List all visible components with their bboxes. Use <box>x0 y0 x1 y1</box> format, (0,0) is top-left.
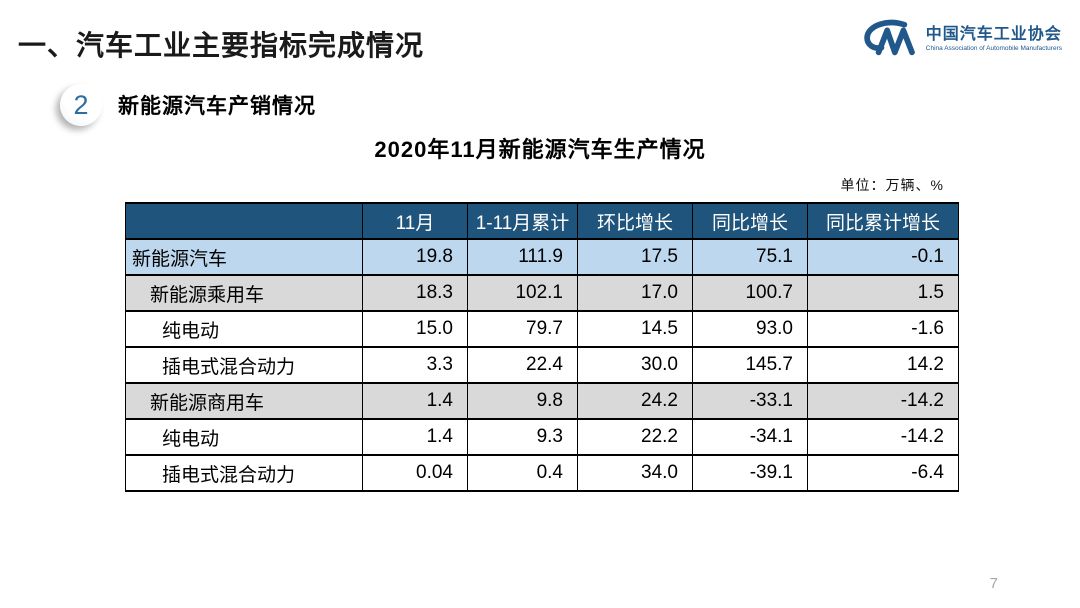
table-row: 插电式混合动力 0.04 0.4 34.0 -39.1 -6.4 <box>125 454 959 492</box>
cell-value: -14.2 <box>807 418 959 456</box>
cell-value: -39.1 <box>692 454 808 492</box>
page-title: 一、汽车工业主要指标完成情况 <box>18 30 425 61</box>
unit-note: 单位：万辆、% <box>840 177 944 193</box>
row-label: 新能源汽车 <box>125 238 363 276</box>
caam-logo: 中国汽车工业协会 China Association of Automobile… <box>862 18 1062 60</box>
table-row: 新能源乘用车 18.3 102.1 17.0 100.7 1.5 <box>125 274 959 312</box>
cell-value: 145.7 <box>692 346 808 384</box>
cell-value: 102.1 <box>467 274 578 312</box>
column-header: 11月 <box>362 202 468 240</box>
cell-value: 1.4 <box>362 418 468 456</box>
section-marker: 2 新能源汽车产销情况 <box>60 84 316 126</box>
section-label: 新能源汽车产销情况 <box>118 95 316 118</box>
row-label: 新能源商用车 <box>125 382 363 420</box>
row-label: 插电式混合动力 <box>125 454 363 492</box>
cell-value: 14.5 <box>577 310 693 348</box>
table-row: 纯电动 15.0 79.7 14.5 93.0 -1.6 <box>125 310 959 348</box>
cell-value: 30.0 <box>577 346 693 384</box>
section-number-badge: 2 <box>60 84 102 126</box>
cell-value: 0.4 <box>467 454 578 492</box>
cell-value: 9.3 <box>467 418 578 456</box>
cell-value: 22.2 <box>577 418 693 456</box>
row-label: 新能源乘用车 <box>125 274 363 312</box>
cell-value: 22.4 <box>467 346 578 384</box>
column-header <box>125 202 363 240</box>
cell-value: 3.3 <box>362 346 468 384</box>
table-row: 纯电动 1.4 9.3 22.2 -34.1 -14.2 <box>125 418 959 456</box>
logo-name-en: China Association of Automobile Manufact… <box>925 45 1062 53</box>
cell-value: 111.9 <box>467 238 578 276</box>
column-header: 1-11月累计 <box>467 202 578 240</box>
table-row: 插电式混合动力 3.3 22.4 30.0 145.7 14.2 <box>125 346 959 384</box>
cell-value: 100.7 <box>692 274 808 312</box>
cell-value: -1.6 <box>807 310 959 348</box>
page-number: 7 <box>989 575 998 592</box>
cell-value: -14.2 <box>807 382 959 420</box>
nev-production-table: 11月 1-11月累计 环比增长 同比增长 同比累计增长 新能源汽车 19.8 … <box>125 202 959 492</box>
cell-value: 19.8 <box>362 238 468 276</box>
row-label: 纯电动 <box>125 418 363 456</box>
logo-name-cn: 中国汽车工业协会 <box>925 25 1062 43</box>
cell-value: 15.0 <box>362 310 468 348</box>
cell-value: 93.0 <box>692 310 808 348</box>
cell-value: 17.5 <box>577 238 693 276</box>
table-row: 新能源商用车 1.4 9.8 24.2 -33.1 -14.2 <box>125 382 959 420</box>
cell-value: 0.04 <box>362 454 468 492</box>
cell-value: 34.0 <box>577 454 693 492</box>
caam-monogram-icon <box>864 19 915 56</box>
table-header-row: 11月 1-11月累计 环比增长 同比增长 同比累计增长 <box>125 202 959 240</box>
row-label: 纯电动 <box>125 310 363 348</box>
column-header: 同比累计增长 <box>807 202 959 240</box>
table-title: 2020年11月新能源汽车生产情况 <box>374 137 706 162</box>
cell-value: -33.1 <box>692 382 808 420</box>
cell-value: 79.7 <box>467 310 578 348</box>
cell-value: 24.2 <box>577 382 693 420</box>
cell-value: -0.1 <box>807 238 959 276</box>
row-label: 插电式混合动力 <box>125 346 363 384</box>
cell-value: 1.4 <box>362 382 468 420</box>
cell-value: 75.1 <box>692 238 808 276</box>
table-row: 新能源汽车 19.8 111.9 17.5 75.1 -0.1 <box>125 238 959 276</box>
cell-value: 18.3 <box>362 274 468 312</box>
cell-value: 1.5 <box>807 274 959 312</box>
column-header: 环比增长 <box>577 202 693 240</box>
cell-value: 14.2 <box>807 346 959 384</box>
cell-value: -6.4 <box>807 454 959 492</box>
cell-value: -34.1 <box>692 418 808 456</box>
cell-value: 9.8 <box>467 382 578 420</box>
column-header: 同比增长 <box>692 202 808 240</box>
cell-value: 17.0 <box>577 274 693 312</box>
